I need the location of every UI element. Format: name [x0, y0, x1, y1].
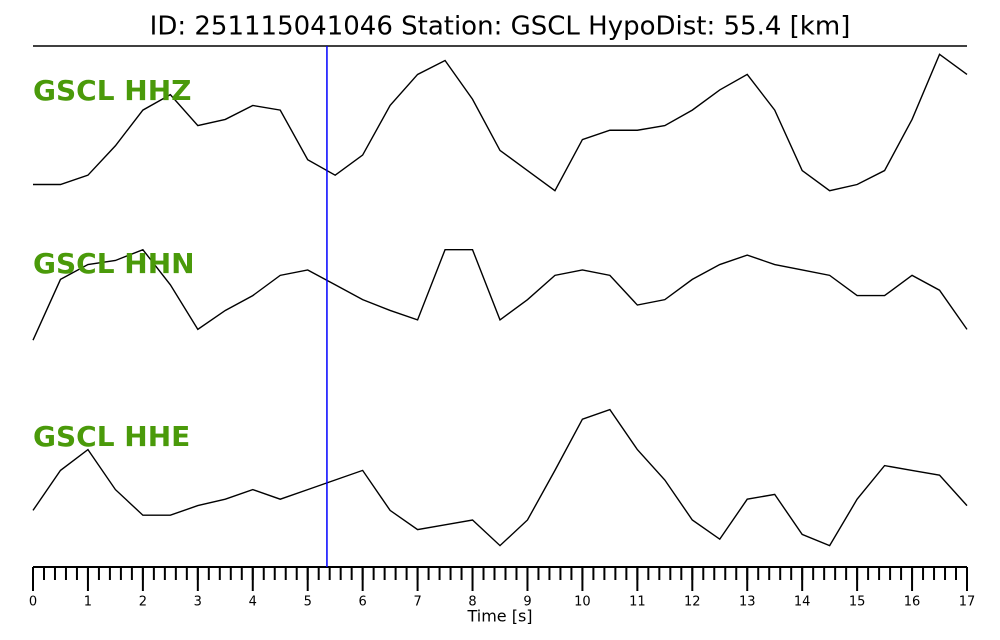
- x-tick-label: 10: [574, 595, 591, 610]
- trace-label: GSCL HHZ: [33, 74, 191, 107]
- x-tick-label: 16: [904, 595, 921, 610]
- x-tick-label: 5: [304, 595, 312, 610]
- chart-title: ID: 251115041046 Station: GSCL HypoDist:…: [150, 12, 851, 42]
- x-axis-label: Time [s]: [466, 607, 532, 626]
- trace-label: GSCL HHE: [33, 420, 190, 453]
- x-tick-label: 7: [413, 595, 421, 610]
- x-tick-label: 13: [739, 595, 756, 610]
- x-tick-label: 3: [194, 595, 202, 610]
- x-tick-label: 15: [849, 595, 866, 610]
- x-tick-label: 12: [684, 595, 701, 610]
- x-tick-label: 17: [959, 595, 976, 610]
- waveform: [32, 408, 968, 547]
- x-tick-label: 14: [794, 595, 811, 610]
- x-tick-label: 4: [249, 595, 257, 610]
- x-tick-label: 1: [84, 595, 92, 610]
- trace-label: GSCL HHN: [33, 247, 195, 280]
- x-tick-label: 11: [629, 595, 646, 610]
- x-tick-label: 9: [523, 595, 531, 610]
- waveform: [32, 248, 968, 341]
- x-tick-label: 2: [139, 595, 147, 610]
- x-tick-label: 0: [29, 595, 37, 610]
- waveform: [33, 53, 968, 192]
- x-tick-label: 6: [359, 595, 367, 610]
- x-tick-label: 8: [468, 595, 476, 610]
